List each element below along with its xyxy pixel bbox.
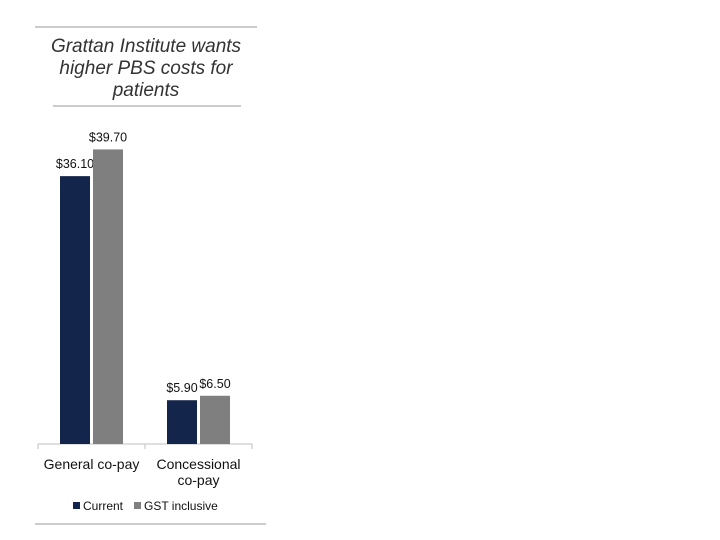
chart-title: Grattan Institute wants higher PBS costs… bbox=[51, 36, 242, 101]
bar bbox=[93, 149, 123, 444]
chart-title-line-2: higher PBS costs for bbox=[59, 58, 233, 79]
legend-label: GST inclusive bbox=[144, 499, 218, 513]
x-tick-label: Concessional bbox=[156, 456, 240, 472]
legend: Current GST inclusive bbox=[73, 499, 218, 513]
plot-area: $36.10 $39.70 General co-pay $5.90 $6.50 Conc… bbox=[37, 130, 253, 488]
legend-swatch bbox=[73, 502, 80, 509]
bar bbox=[60, 176, 90, 444]
bar-value-label: $39.70 bbox=[89, 130, 127, 144]
bar-value-label: $5.90 bbox=[166, 381, 197, 395]
bar bbox=[167, 400, 197, 444]
x-tick-label: co-pay bbox=[177, 472, 219, 488]
bar-value-label: $36.10 bbox=[56, 157, 94, 171]
bar-value-label: $6.50 bbox=[199, 377, 230, 391]
bar bbox=[200, 395, 230, 444]
legend-swatch bbox=[134, 502, 142, 509]
chart-title-line-3: patients bbox=[112, 80, 180, 101]
chart-title-line-1: Grattan Institute wants bbox=[51, 36, 242, 57]
x-tick-label: General co-pay bbox=[44, 456, 140, 472]
legend-label: Current bbox=[83, 499, 124, 513]
